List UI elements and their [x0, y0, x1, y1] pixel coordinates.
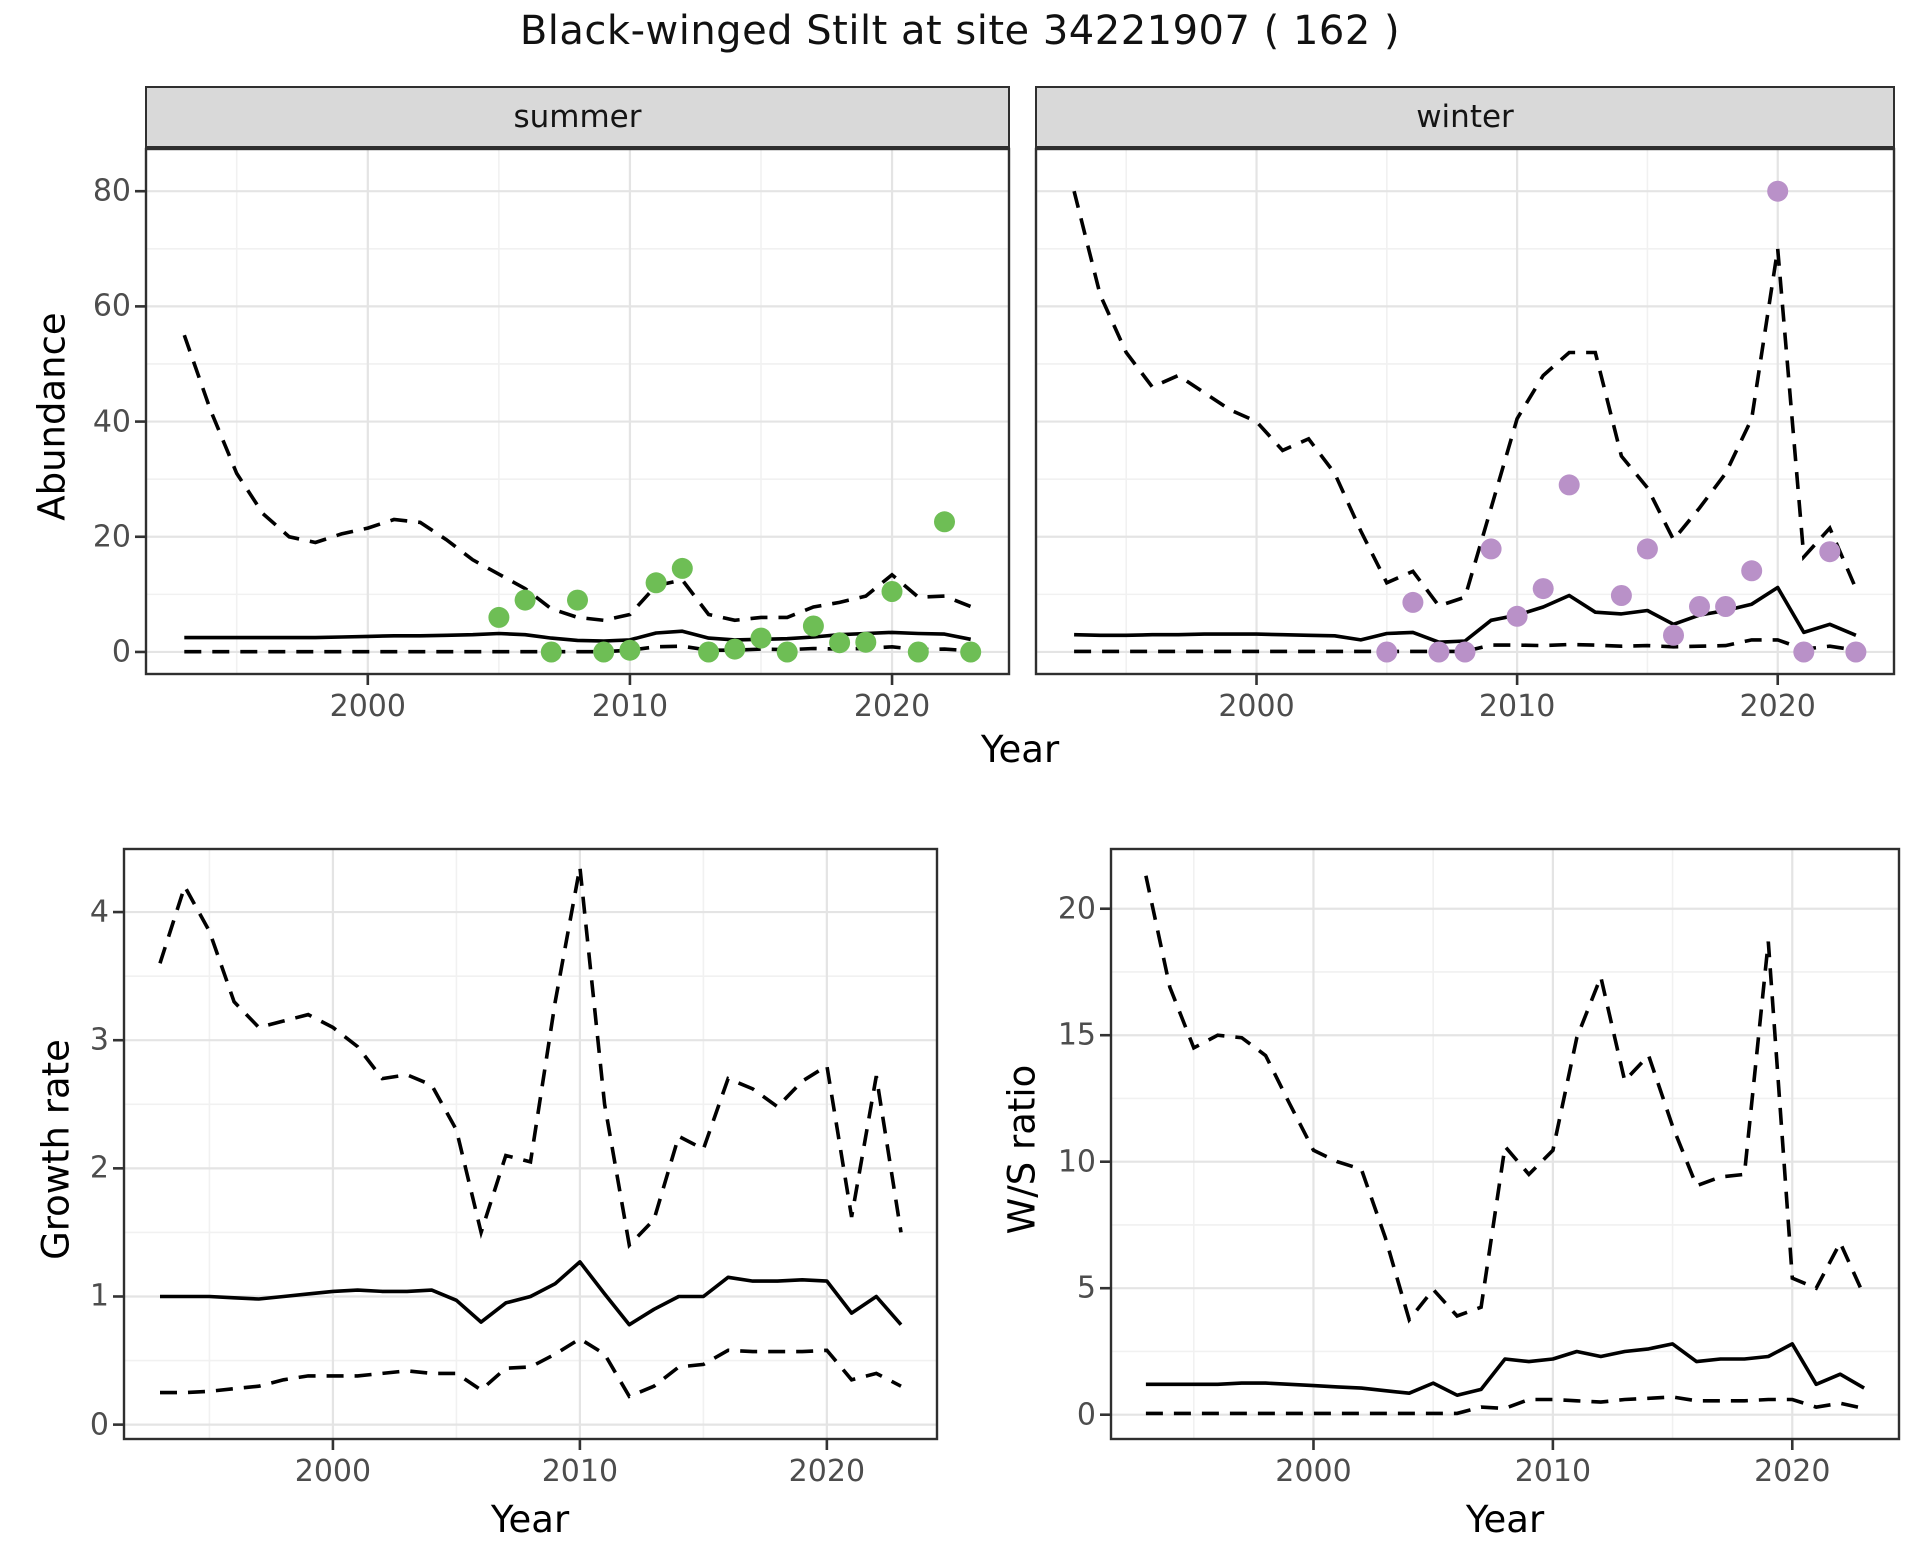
panel-border [144, 147, 1011, 676]
data-point [1636, 538, 1658, 560]
data-point [540, 641, 562, 663]
x-tick-label: 2020 [788, 1454, 866, 1489]
x-tick-label: 2000 [1275, 1454, 1352, 1489]
y-tick-label: 0 [1076, 1397, 1096, 1433]
data-point [724, 638, 746, 660]
data-point [802, 615, 824, 637]
median-line [1145, 1342, 1866, 1397]
data-point [645, 572, 667, 594]
y-tick-label: 0 [89, 1407, 109, 1443]
panel-border [1034, 147, 1896, 676]
data-point [1793, 641, 1815, 663]
panel-border [122, 847, 939, 1441]
facet-strip-winter-label: winter [1416, 99, 1514, 135]
data-point [567, 589, 588, 611]
data-point [829, 632, 851, 654]
data-point [1376, 641, 1398, 663]
median-line [160, 1260, 903, 1327]
data-point [1558, 474, 1580, 496]
x-tick-label: 2000 [1218, 689, 1295, 724]
y-tick-label: 40 [92, 404, 131, 440]
x-tick-label: 2020 [1739, 689, 1816, 724]
chart-title: Black-winged Stilt at site 34221907 ( 16… [519, 8, 1401, 54]
data-point [593, 641, 615, 663]
data-point [1428, 641, 1450, 663]
data-point [698, 641, 720, 663]
y-tick-label: 1 [89, 1278, 109, 1314]
data-point [488, 606, 510, 628]
x-tick-label: 2010 [541, 1454, 619, 1489]
ws-ratio-axis-title: W/S ratio [1000, 1064, 1044, 1235]
ci-upper-line [182, 334, 972, 623]
ci-lower-line [160, 1336, 902, 1399]
x-tick-label: 2020 [853, 689, 931, 724]
data-point [1767, 180, 1789, 202]
panel-growth-rate [113, 847, 939, 1450]
top-x-axis-title: Year [980, 728, 1060, 771]
y-tick-label: 5 [1076, 1270, 1096, 1306]
y-tick-label: 60 [92, 288, 131, 324]
y-tick-label: 20 [1057, 891, 1096, 927]
panel-abundance-summer [135, 147, 1011, 685]
ci-upper-line [1144, 875, 1866, 1324]
panel-border [1109, 847, 1901, 1441]
data-point [1610, 585, 1632, 606]
x-tick-label: 2000 [294, 1454, 372, 1489]
data-point [1845, 641, 1867, 663]
data-point [881, 581, 903, 602]
data-point [960, 641, 982, 663]
data-point [1663, 624, 1684, 646]
facet-strip-summer: summer [145, 86, 1010, 148]
y-tick-label: 2 [89, 1150, 109, 1186]
growth-rate-axis-title: Growth rate [34, 1039, 78, 1260]
x-tick-label: 2020 [1754, 1454, 1831, 1489]
ci-lower-line [1145, 1395, 1865, 1416]
growth-x-axis-title: Year [490, 1498, 570, 1541]
abundance-axis-title: Abundance [30, 312, 74, 521]
x-tick-label: 2000 [329, 689, 406, 724]
panel-abundance-winter [1034, 147, 1896, 685]
data-point [1532, 578, 1554, 600]
ci-lower-line [1074, 638, 1857, 654]
data-point [1480, 538, 1502, 560]
x-tick-label: 2010 [591, 689, 669, 724]
data-point [1506, 605, 1528, 627]
y-tick-label: 3 [89, 1022, 109, 1058]
data-point [776, 641, 798, 663]
data-point [1689, 596, 1710, 617]
facet-strip-summer-label: summer [513, 99, 642, 135]
data-point [1454, 641, 1476, 663]
data-point [671, 557, 693, 579]
data-point [934, 511, 955, 533]
panel-background [123, 848, 938, 1440]
data-point [619, 639, 641, 661]
data-point [1402, 591, 1424, 613]
y-tick-label: 20 [92, 519, 131, 555]
x-tick-label: 2010 [1478, 689, 1556, 724]
y-tick-label: 4 [89, 894, 109, 930]
facet-strip-winter: winter [1035, 86, 1895, 148]
data-point [514, 589, 536, 611]
panel-ws-ratio [1100, 847, 1901, 1450]
data-point [855, 631, 877, 653]
data-point [1819, 541, 1841, 563]
x-tick-label: 2010 [1514, 1454, 1592, 1489]
y-tick-label: 15 [1057, 1017, 1096, 1053]
y-tick-label: 0 [111, 634, 131, 670]
data-point [907, 641, 929, 663]
ratio-x-axis-title: Year [1465, 1498, 1545, 1541]
panel-background [145, 148, 1010, 675]
data-point [1715, 596, 1737, 617]
ci-upper-line [158, 866, 903, 1249]
data-point [1741, 560, 1763, 582]
y-tick-label: 80 [92, 173, 131, 209]
y-tick-label: 10 [1057, 1144, 1096, 1180]
data-point [750, 627, 772, 649]
